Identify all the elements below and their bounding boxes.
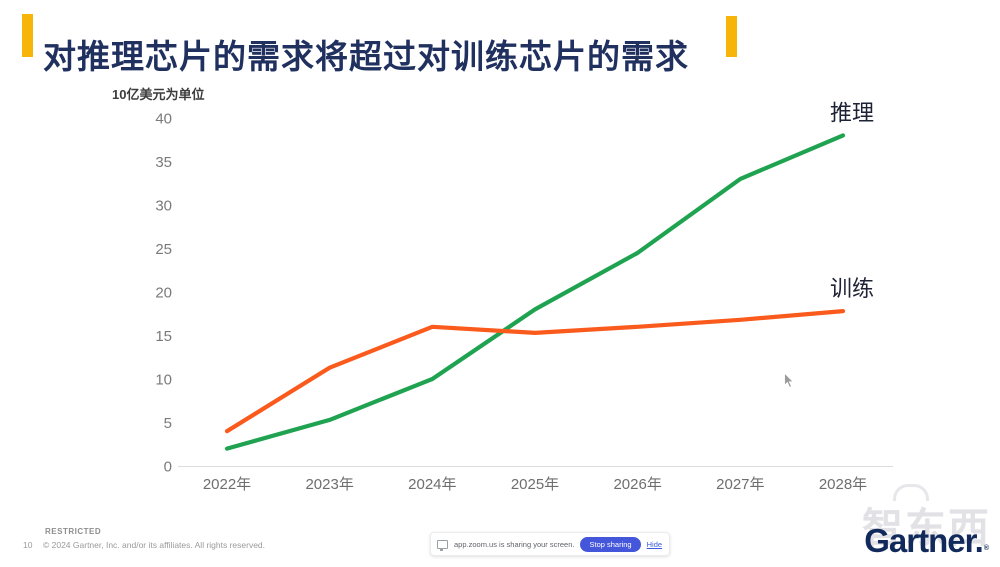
y-axis-unit-label: 10亿美元为单位 xyxy=(112,87,204,102)
y-tick-label: 15 xyxy=(155,328,172,345)
title-accent-bar-right xyxy=(726,16,737,57)
y-tick-label: 0 xyxy=(164,459,172,476)
inference-line xyxy=(224,133,846,451)
y-tick-label: 10 xyxy=(155,372,172,389)
training-series-label: 训练 xyxy=(830,276,874,301)
gartner-logo: Gartner.® xyxy=(864,522,989,560)
x-tick-label: 2022年 xyxy=(203,476,251,493)
x-tick-label: 2027年 xyxy=(716,476,764,493)
copyright-text: © 2024 Gartner, Inc. and/or its affiliat… xyxy=(43,540,266,550)
hide-link[interactable]: Hide xyxy=(646,539,663,549)
x-tick-label: 2024年 xyxy=(408,476,456,493)
stop-sharing-button[interactable]: Stop sharing xyxy=(580,536,641,552)
y-tick-label: 25 xyxy=(155,241,172,258)
page-number: 10 xyxy=(23,540,33,550)
x-tick-label: 2028年 xyxy=(819,476,867,493)
y-tick-label: 35 xyxy=(155,154,172,171)
gartner-logo-text: Gartner. xyxy=(864,522,984,559)
screen-share-bar: app.zoom.us is sharing your screen. Stop… xyxy=(430,532,671,556)
watermark-text: 智东西 xyxy=(862,505,991,551)
screen-share-message: app.zoom.us is sharing your screen. xyxy=(454,539,575,549)
training-line xyxy=(224,309,846,434)
restricted-label: RESTRICTED xyxy=(45,527,102,536)
y-tick-label: 5 xyxy=(164,415,172,432)
screen-share-icon xyxy=(437,539,448,551)
y-tick-label: 40 xyxy=(155,111,172,128)
registered-mark: ® xyxy=(983,545,989,552)
inference-series-label: 推理 xyxy=(830,100,874,125)
title-accent-bar-left xyxy=(22,14,33,57)
x-tick-label: 2026年 xyxy=(613,476,661,493)
mouse-cursor xyxy=(784,372,795,389)
y-tick-label: 30 xyxy=(155,198,172,215)
watermark-arc xyxy=(893,484,929,501)
page-title: 对推理芯片的需求将超过对训练芯片的需求 xyxy=(43,40,689,77)
y-tick-label: 20 xyxy=(155,285,172,302)
x-tick-label: 2023年 xyxy=(305,476,353,493)
x-tick-label: 2025年 xyxy=(511,476,559,493)
